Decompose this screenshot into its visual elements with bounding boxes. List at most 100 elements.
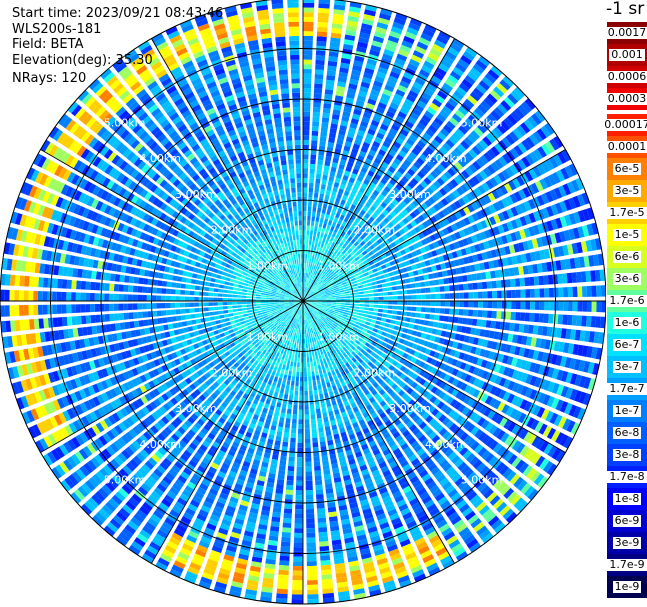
range-gate-cell [73,256,81,266]
range-gate-cell [314,470,322,476]
range-gate-cell [243,382,249,389]
range-gate-cell [384,395,392,403]
range-gate-cell [164,426,173,435]
range-gate-cell [590,316,597,328]
range-gate-cell [270,331,275,337]
range-gate-cell [264,351,270,357]
range-gate-cell [174,358,181,366]
range-gate-cell [150,490,162,501]
range-gate-cell [356,455,365,463]
range-gate-cell [316,360,321,366]
range-gate-cell [38,374,47,386]
range-gate-cell [319,359,324,365]
range-gate-cell [504,322,511,331]
range-gate-cell [252,434,260,441]
ray [303,301,586,421]
range-gate-cell [151,295,157,301]
range-gate-cell [147,457,158,467]
range-gate-cell [324,318,329,323]
range-gate-cell [360,361,367,367]
range-gate-cell [253,262,259,268]
range-gate-cell [188,266,195,272]
range-gate-cell [531,453,542,465]
range-gate-cell [534,421,544,433]
range-gate-cell [111,412,121,423]
range-gate-cell [284,298,289,300]
range-gate-cell [422,390,430,398]
range-gate-cell [137,294,143,301]
range-gate-cell [19,275,25,287]
range-gate-cell [261,307,266,310]
range-gate-cell [384,355,391,361]
range-gate-cell [297,324,300,330]
range-gate-cell [351,578,364,586]
range-gate-cell [440,301,446,307]
range-gate-cell [95,225,104,236]
range-gate-cell [212,381,220,389]
range-gate-cell [254,280,260,285]
range-gate-cell [294,532,303,538]
range-gate-cell [104,164,114,175]
range-gate-cell [276,588,288,595]
range-gate-cell [120,129,130,140]
range-gate-cell [65,341,72,352]
range-gate-cell [424,313,431,320]
range-gate-cell [147,311,153,318]
range-gate-cell [168,198,177,207]
range-gate-cell [197,465,206,474]
range-gate-cell [88,137,99,148]
range-gate-cell [258,416,265,423]
range-gate-cell [110,458,121,469]
range-gate-cell [150,472,160,482]
range-gate-cell [284,304,290,306]
range-gate-cell [398,534,409,543]
range-gate-cell [525,336,533,346]
range-gate-cell [380,444,389,452]
range-gate-cell [8,243,16,256]
range-gate-cell [340,328,346,334]
range-gate-cell [316,379,321,385]
range-gate-cell [363,389,370,396]
range-gate-cell [539,440,550,453]
range-gate-cell [248,281,255,285]
range-gate-cell [279,295,285,298]
range-gate-cell [408,323,415,329]
range-gate-cell [437,322,444,329]
range-gate-cell [433,351,441,359]
range-gate-cell [132,123,143,134]
range-gate-cell [217,302,223,306]
range-gate-cell [398,350,405,357]
range-gate-cell [219,318,226,324]
range-gate-cell [509,408,519,419]
range-gate-cell [297,314,300,320]
range-gate-cell [70,365,78,376]
range-gate-cell [305,333,307,339]
range-gate-cell [189,366,196,374]
range-gate-cell [188,530,200,539]
range-gate-cell [153,468,163,478]
range-gate-cell [239,235,246,241]
range-gate-cell [43,236,51,247]
range-gate-cell [459,417,468,427]
range-gate-cell [265,558,276,565]
range-gate-cell [217,349,224,356]
ray [2,301,303,349]
range-gate-cell [265,326,270,331]
range-gate-cell [331,400,337,406]
range-gate-cell [278,325,283,331]
range-gate-cell [453,496,464,506]
range-gate-cell [381,313,388,318]
range-gate-cell [112,103,123,114]
range-gate-cell [463,487,475,498]
range-gate-cell [238,504,248,512]
range-gate-cell [309,318,312,324]
range-gate-cell [313,461,321,467]
range-gate-cell [247,335,254,340]
range-gate-cell [284,503,293,510]
range-gate-cell [276,401,282,408]
range-gate-cell [358,326,364,331]
range-gate-cell [266,269,271,275]
range-gate-cell [251,265,257,271]
range-gate-cell [76,268,83,278]
range-gate-cell [237,390,244,397]
